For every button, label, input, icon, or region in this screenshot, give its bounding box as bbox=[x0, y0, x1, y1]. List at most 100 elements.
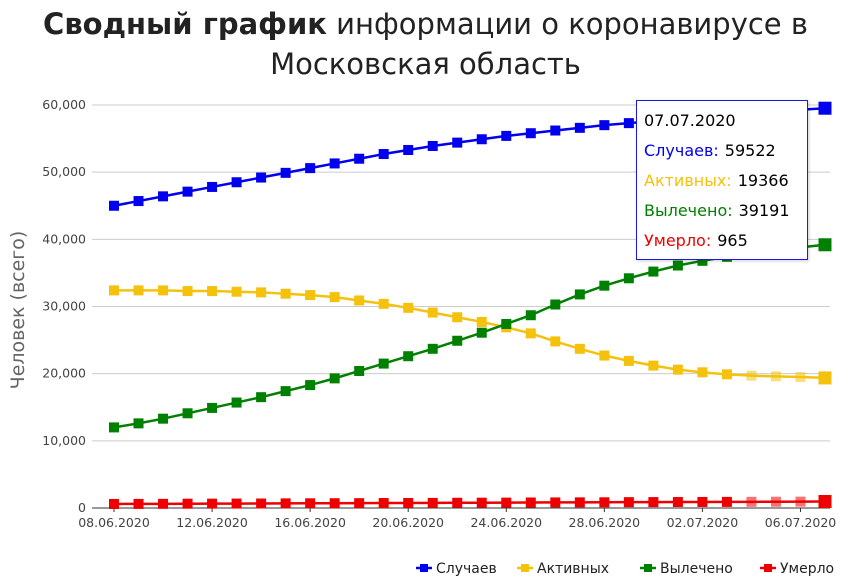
data-point-deaths[interactable] bbox=[378, 498, 389, 509]
data-point-recovered[interactable] bbox=[305, 380, 316, 391]
data-point-recovered[interactable] bbox=[648, 266, 659, 277]
data-point-active[interactable] bbox=[818, 371, 832, 385]
data-point-cases[interactable] bbox=[403, 145, 414, 156]
data-point-active[interactable] bbox=[648, 360, 659, 371]
data-point-cases[interactable] bbox=[818, 101, 832, 115]
data-point-cases[interactable] bbox=[256, 172, 267, 183]
data-point-active[interactable] bbox=[305, 290, 316, 301]
data-point-recovered[interactable] bbox=[207, 402, 218, 413]
data-point-active[interactable] bbox=[133, 285, 144, 296]
data-point-active[interactable] bbox=[697, 367, 708, 378]
data-point-deaths[interactable] bbox=[648, 497, 659, 508]
legend-item-active[interactable]: Активных bbox=[517, 561, 609, 577]
data-point-recovered[interactable] bbox=[109, 422, 119, 433]
data-point-recovered[interactable] bbox=[599, 280, 610, 291]
data-point-deaths[interactable] bbox=[721, 496, 732, 507]
data-point-cases[interactable] bbox=[109, 200, 119, 211]
data-point-recovered[interactable] bbox=[501, 318, 512, 329]
data-point-deaths[interactable] bbox=[525, 497, 536, 508]
data-point-active[interactable] bbox=[256, 287, 267, 298]
data-point-active[interactable] bbox=[574, 343, 585, 354]
data-point-active[interactable] bbox=[280, 288, 291, 299]
data-point-active[interactable] bbox=[207, 286, 218, 297]
data-point-recovered[interactable] bbox=[182, 408, 193, 419]
data-point-deaths[interactable] bbox=[452, 497, 463, 508]
legend-item-deaths[interactable]: Умерло bbox=[760, 561, 834, 577]
data-point-active[interactable] bbox=[378, 298, 389, 309]
data-point-recovered[interactable] bbox=[672, 260, 683, 271]
data-point-cases[interactable] bbox=[354, 153, 365, 164]
data-point-cases[interactable] bbox=[280, 167, 291, 178]
data-point-recovered[interactable] bbox=[697, 255, 708, 266]
data-point-cases[interactable] bbox=[550, 125, 561, 136]
data-point-active[interactable] bbox=[354, 295, 365, 306]
data-point-recovered[interactable] bbox=[231, 397, 242, 408]
data-point-active[interactable] bbox=[403, 302, 414, 313]
data-point-deaths[interactable] bbox=[182, 498, 193, 509]
data-point-active[interactable] bbox=[109, 285, 119, 296]
data-point-deaths[interactable] bbox=[672, 497, 683, 508]
data-point-active[interactable] bbox=[452, 312, 463, 323]
data-point-cases[interactable] bbox=[427, 140, 438, 151]
data-point-deaths[interactable] bbox=[476, 497, 487, 508]
data-point-recovered[interactable] bbox=[476, 327, 487, 338]
data-point-deaths[interactable] bbox=[403, 497, 414, 508]
data-point-cases[interactable] bbox=[182, 186, 193, 197]
data-point-deaths[interactable] bbox=[795, 496, 806, 507]
data-point-deaths[interactable] bbox=[133, 498, 144, 509]
data-point-active[interactable] bbox=[721, 369, 732, 380]
data-point-active[interactable] bbox=[550, 336, 561, 347]
data-point-deaths[interactable] bbox=[818, 495, 832, 509]
data-point-cases[interactable] bbox=[476, 134, 487, 145]
data-point-recovered[interactable] bbox=[550, 299, 561, 310]
data-point-deaths[interactable] bbox=[427, 497, 438, 508]
data-point-active[interactable] bbox=[158, 285, 169, 296]
data-point-deaths[interactable] bbox=[158, 498, 169, 509]
data-point-cases[interactable] bbox=[501, 130, 512, 141]
data-point-deaths[interactable] bbox=[305, 498, 316, 509]
data-point-deaths[interactable] bbox=[501, 497, 512, 508]
data-point-deaths[interactable] bbox=[354, 498, 365, 509]
data-point-deaths[interactable] bbox=[697, 496, 708, 507]
data-point-cases[interactable] bbox=[525, 128, 536, 139]
data-point-deaths[interactable] bbox=[623, 497, 634, 508]
data-point-recovered[interactable] bbox=[256, 392, 267, 403]
data-point-recovered[interactable] bbox=[280, 386, 291, 397]
data-point-active[interactable] bbox=[672, 364, 683, 375]
data-point-active[interactable] bbox=[746, 370, 757, 381]
data-point-active[interactable] bbox=[599, 350, 610, 361]
data-point-recovered[interactable] bbox=[427, 343, 438, 354]
data-point-deaths[interactable] bbox=[329, 498, 340, 509]
data-point-recovered[interactable] bbox=[329, 373, 340, 384]
data-point-cases[interactable] bbox=[158, 191, 169, 202]
data-point-active[interactable] bbox=[623, 355, 634, 366]
data-point-deaths[interactable] bbox=[746, 496, 757, 507]
data-point-deaths[interactable] bbox=[109, 498, 119, 509]
data-point-recovered[interactable] bbox=[525, 310, 536, 321]
data-point-active[interactable] bbox=[795, 372, 806, 383]
data-point-recovered[interactable] bbox=[403, 351, 414, 362]
data-point-deaths[interactable] bbox=[207, 498, 218, 509]
data-point-cases[interactable] bbox=[623, 118, 634, 129]
data-point-recovered[interactable] bbox=[452, 335, 463, 346]
data-point-active[interactable] bbox=[525, 328, 536, 339]
data-point-active[interactable] bbox=[329, 292, 340, 303]
data-point-deaths[interactable] bbox=[770, 496, 781, 507]
data-point-cases[interactable] bbox=[329, 158, 340, 169]
data-point-recovered[interactable] bbox=[378, 358, 389, 369]
data-point-recovered[interactable] bbox=[133, 418, 144, 429]
data-point-deaths[interactable] bbox=[231, 498, 242, 509]
legend-item-recovered[interactable]: Вылечено bbox=[640, 561, 733, 577]
data-point-recovered[interactable] bbox=[158, 413, 169, 424]
data-point-cases[interactable] bbox=[231, 177, 242, 188]
data-point-recovered[interactable] bbox=[818, 238, 832, 252]
data-point-cases[interactable] bbox=[574, 122, 585, 133]
data-point-active[interactable] bbox=[182, 286, 193, 297]
data-point-deaths[interactable] bbox=[280, 498, 291, 509]
data-point-active[interactable] bbox=[427, 307, 438, 318]
data-point-recovered[interactable] bbox=[354, 365, 365, 376]
data-point-active[interactable] bbox=[770, 371, 781, 382]
data-point-deaths[interactable] bbox=[550, 497, 561, 508]
data-point-cases[interactable] bbox=[452, 137, 463, 148]
legend-item-cases[interactable]: Случаев bbox=[416, 561, 497, 577]
